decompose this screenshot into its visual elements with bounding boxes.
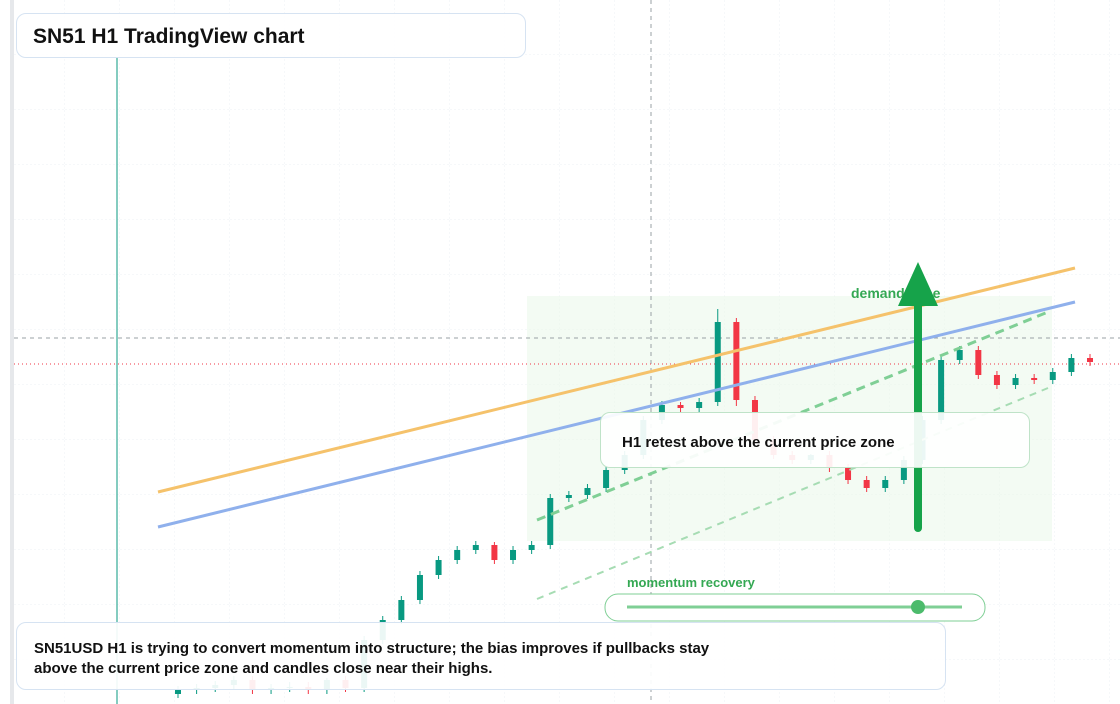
candle-body (1031, 378, 1038, 380)
candle-body (863, 480, 870, 488)
candle-body (714, 322, 721, 402)
candle-body (993, 375, 1000, 385)
candle-body (696, 402, 703, 408)
candle-body (528, 545, 535, 550)
note-box: SN51USD H1 is trying to convert momentum… (16, 622, 946, 690)
candle-body (547, 498, 554, 545)
momentum-knob (911, 600, 925, 614)
title-box: SN51 H1 TradingView chart (16, 13, 526, 58)
candle-body (938, 360, 945, 420)
candle-body (956, 350, 963, 360)
momentum-label: momentum recovery (627, 575, 756, 590)
arrow-head (898, 262, 938, 306)
candle-body (603, 470, 610, 488)
candle-body (398, 600, 405, 620)
candle-body (975, 350, 982, 375)
candle-body (584, 488, 591, 495)
candle-body (416, 575, 423, 600)
candle-body (845, 468, 852, 480)
candle-body (900, 460, 907, 480)
candle-body (565, 495, 572, 498)
candle-body (491, 545, 498, 560)
left-edge (10, 0, 14, 704)
candle-body (472, 545, 479, 550)
candle-body (1012, 378, 1019, 385)
candle-body (435, 560, 442, 575)
candle-body (677, 405, 684, 408)
candle-body (175, 690, 181, 694)
candle-body (1049, 372, 1056, 380)
candle-body (454, 550, 461, 560)
candle-body (882, 480, 889, 488)
candle-body (733, 322, 740, 400)
retest-box: H1 retest above the current price zone (600, 412, 1030, 468)
chart-title: SN51 H1 TradingView chart (33, 25, 305, 48)
candle-body (1087, 358, 1093, 362)
candle-body (1068, 358, 1075, 372)
candle-body (510, 550, 517, 560)
retest-label: H1 retest above the current price zone (622, 434, 895, 451)
note-text: SN51USD H1 is trying to convert momentum… (34, 640, 710, 677)
